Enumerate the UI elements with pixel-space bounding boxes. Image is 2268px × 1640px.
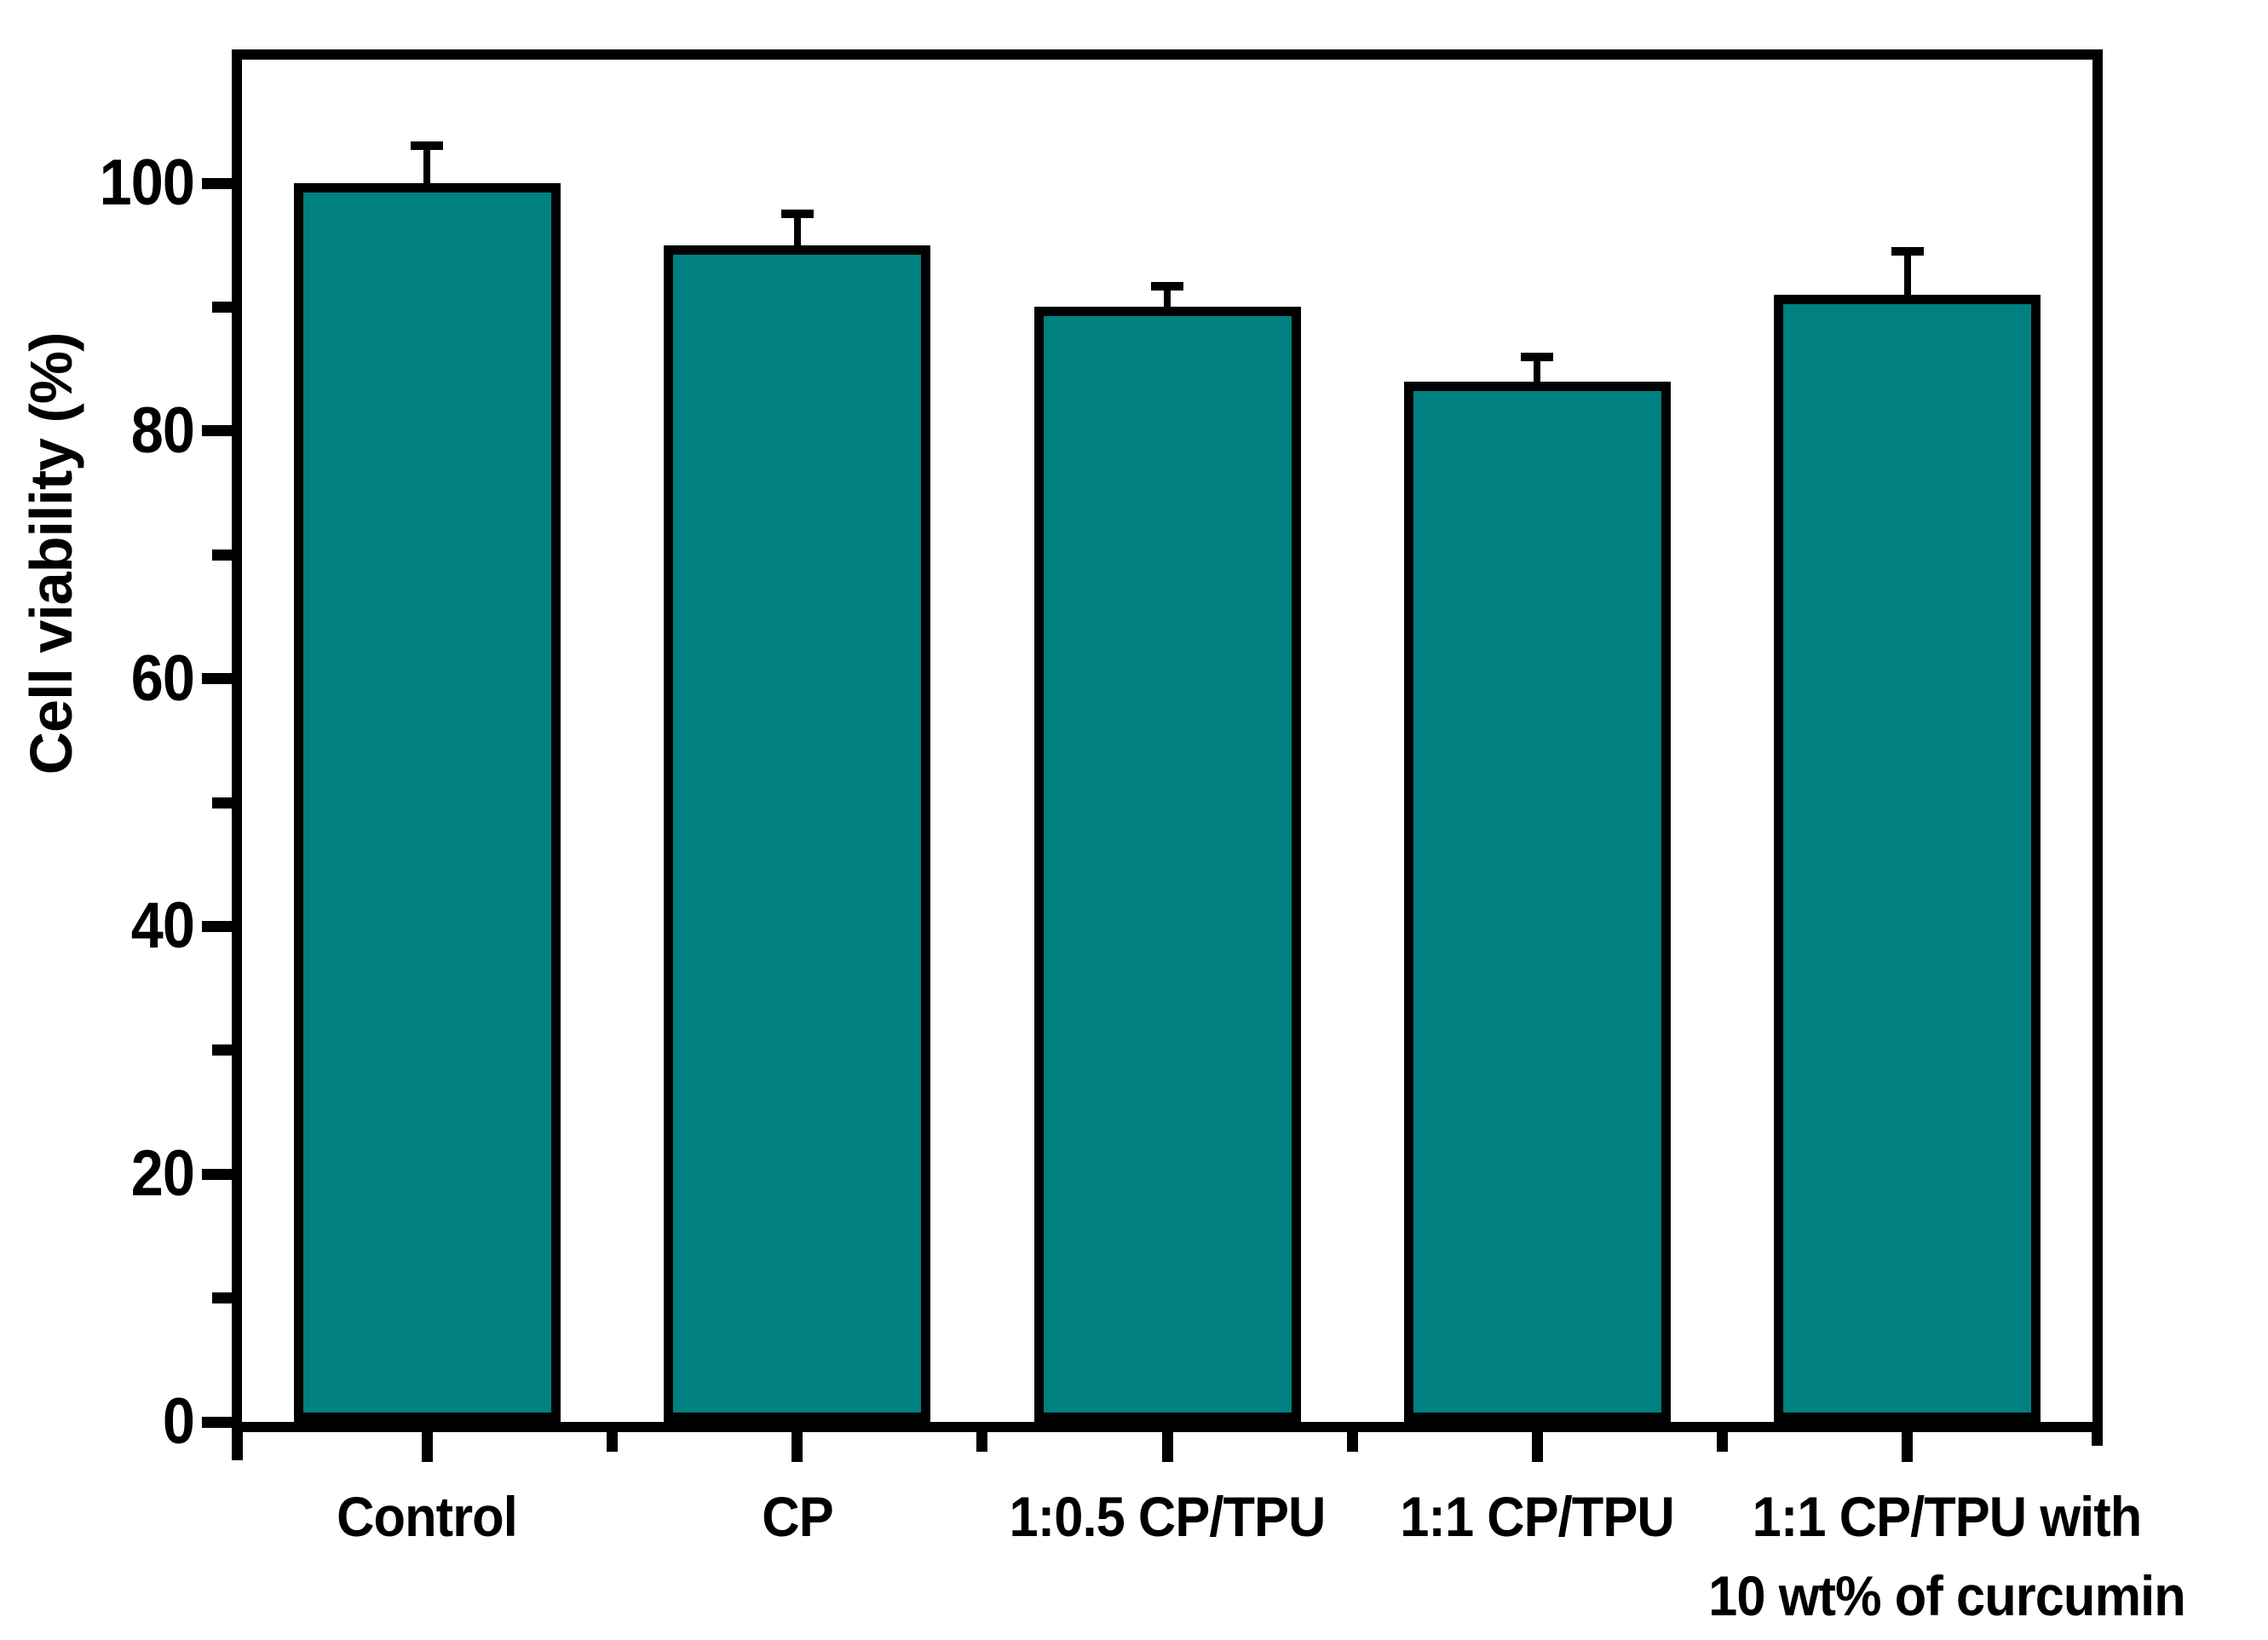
x-minor-tick-1 bbox=[606, 1432, 618, 1452]
y-major-tick-60 bbox=[202, 673, 232, 685]
error-bar-cap-2 bbox=[1151, 281, 1183, 291]
y-major-tick-20 bbox=[202, 1168, 232, 1180]
error-bar-stem-1 bbox=[793, 214, 801, 252]
x-minor-tick-3 bbox=[1346, 1432, 1358, 1452]
bar-0 bbox=[293, 183, 561, 1422]
error-bar-cap-4 bbox=[1891, 246, 1924, 256]
error-bar-cap-0 bbox=[411, 141, 444, 151]
y-tick-label-40: 40 bbox=[130, 889, 195, 963]
x-minor-tick-4 bbox=[1717, 1432, 1729, 1452]
x-tick-label-1: CP bbox=[761, 1485, 833, 1548]
x-major-tick-3 bbox=[1531, 1432, 1543, 1462]
bar-2 bbox=[1033, 307, 1301, 1422]
x-major-tick-4 bbox=[1902, 1432, 1914, 1462]
y-minor-tick-30 bbox=[212, 1044, 232, 1056]
error-bar-cap-1 bbox=[780, 210, 814, 219]
y-tick-label-20: 20 bbox=[130, 1137, 195, 1211]
y-axis-label: Cell viability (%) bbox=[18, 332, 84, 775]
x-tick-label-2: 1:0.5 CP/TPU bbox=[1009, 1485, 1327, 1548]
y-major-tick-80 bbox=[202, 425, 232, 437]
y-tick-label-60: 60 bbox=[130, 642, 195, 715]
y-major-tick-100 bbox=[202, 177, 232, 189]
bar-1 bbox=[664, 245, 931, 1422]
y-minor-tick-70 bbox=[212, 549, 232, 561]
y-major-tick-0 bbox=[202, 1416, 232, 1428]
right-axis-extension bbox=[2092, 1432, 2103, 1446]
x-major-tick-0 bbox=[421, 1432, 433, 1462]
y-tick-label-0: 0 bbox=[162, 1385, 195, 1458]
x-major-tick-1 bbox=[791, 1432, 803, 1462]
error-bar-cap-3 bbox=[1521, 352, 1554, 361]
y-minor-tick-10 bbox=[212, 1292, 232, 1304]
x-minor-tick-2 bbox=[976, 1432, 988, 1452]
bar-4 bbox=[1774, 294, 2041, 1422]
bar-3 bbox=[1403, 381, 1671, 1422]
y-major-tick-40 bbox=[202, 920, 232, 932]
x-tick-label-4-line-1: 1:1 CP/TPU with bbox=[1752, 1485, 2143, 1548]
left-axis-extension bbox=[232, 1432, 243, 1460]
x-tick-label-0: Control bbox=[337, 1485, 518, 1548]
y-tick-label-100: 100 bbox=[99, 147, 195, 219]
error-bar-stem-3 bbox=[1534, 356, 1541, 388]
error-bar-stem-0 bbox=[423, 146, 431, 190]
y-tick-label-80: 80 bbox=[130, 394, 195, 467]
error-bar-stem-4 bbox=[1903, 250, 1911, 302]
y-minor-tick-90 bbox=[212, 301, 232, 313]
x-major-tick-2 bbox=[1161, 1432, 1173, 1462]
x-tick-label-3: 1:1 CP/TPU bbox=[1400, 1485, 1675, 1548]
x-tick-label-4-line-2: 10 wt% of curcumin bbox=[1708, 1564, 2186, 1627]
error-bar-stem-2 bbox=[1164, 285, 1171, 314]
y-minor-tick-50 bbox=[212, 797, 232, 808]
